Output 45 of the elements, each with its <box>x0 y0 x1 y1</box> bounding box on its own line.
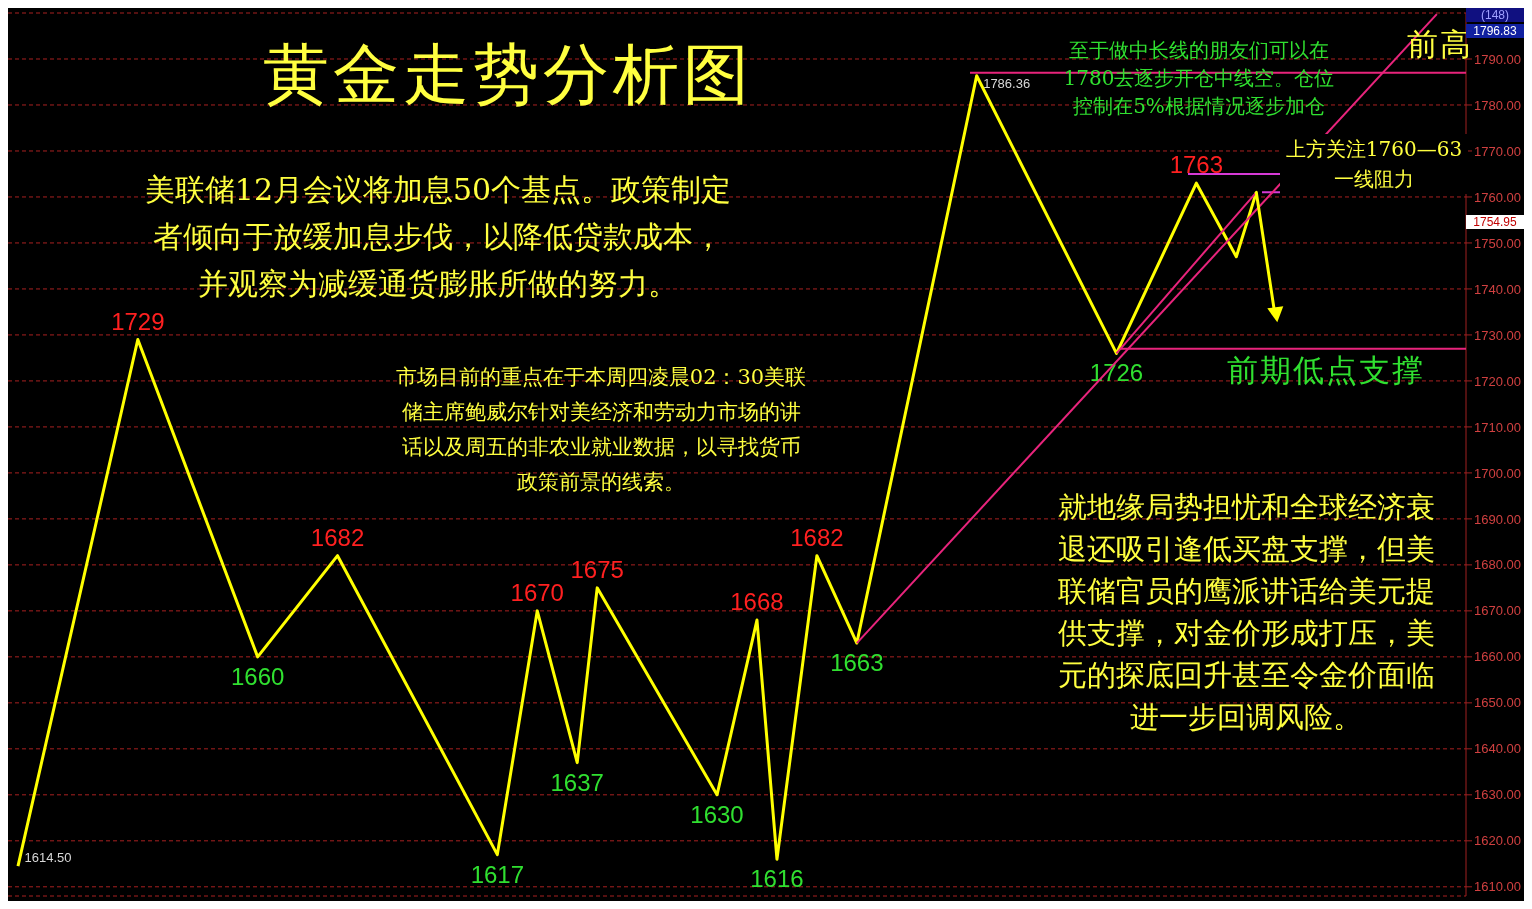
y-tick-label: 1640.00 <box>1474 741 1521 757</box>
data-label: 1617 <box>470 860 525 888</box>
data-label: 1682 <box>310 523 365 551</box>
annotation: 就地缘局势担忧和全球经济衰退还吸引逢低买盘支撑，但美联储官员的鹰派讲话给美元提供支撑，对金价形成打压，美元的探底回升甚至令金价面临进一步回调风险。 <box>1056 489 1436 736</box>
y-tick-label: 1730.00 <box>1474 327 1521 343</box>
y-tick-label: 1720.00 <box>1474 373 1521 389</box>
y-tick-label: 1620.00 <box>1474 833 1521 849</box>
y-tick-label: 1780.00 <box>1474 97 1521 113</box>
data-label: 1763 <box>1169 151 1224 179</box>
data-label: 1675 <box>570 555 624 583</box>
y-tick-label: 1690.00 <box>1474 511 1521 527</box>
y-tick-label: 1710.00 <box>1474 419 1521 435</box>
text: (148) <box>1466 8 1524 22</box>
ref-line-label: 前高 <box>1407 24 1473 64</box>
y-tick-label: 1760.00 <box>1474 189 1521 205</box>
y-tick-label: 1770.00 <box>1474 143 1521 159</box>
annotation: 市场目前的重点在于本周四凌晨02：30美联储主席鲍威尔针对美经济和劳动力市场的讲话以及周五的非农业就业数据，以寻找货币政策前景的线索。 <box>394 364 808 496</box>
annotation: 上方关注1760—63一线阻力 <box>1280 134 1468 194</box>
data-label: 1630 <box>690 800 744 828</box>
y-tick-label: 1650.00 <box>1474 695 1521 711</box>
data-label: 1614.50 <box>24 850 72 866</box>
y-tick-label: 1740.00 <box>1474 281 1521 297</box>
y-tick-label: 1680.00 <box>1474 557 1521 573</box>
data-label: 1729 <box>111 307 165 335</box>
ref-line-label: 前期低点支撑 <box>1227 350 1425 390</box>
data-label: 1660 <box>230 662 285 690</box>
data-label: 1682 <box>790 523 844 551</box>
data-label: 1668 <box>730 588 784 616</box>
y-tick-label: 1670.00 <box>1474 603 1521 619</box>
y-tick-label: 1630.00 <box>1474 787 1521 803</box>
data-label: 1637 <box>550 768 604 796</box>
data-label: 1616 <box>750 865 804 893</box>
annotation: 至于做中长线的朋友们可以在1780去逐步开仓中线空。仓位控制在5%根据情况逐步加仓 <box>1062 37 1336 120</box>
text: 1754.95 <box>1466 215 1524 229</box>
data-label: 1663 <box>830 649 884 677</box>
annotation: 美联储12月会议将加息50个基点。政策制定者倾向于放缓加息步伐，以降低贷款成本，并观察为减缓通货膨胀所做的努力。 <box>143 171 733 303</box>
y-tick-label: 1610.00 <box>1474 879 1521 895</box>
y-tick-label: 1700.00 <box>1474 465 1521 481</box>
data-label: 1786.36 <box>983 75 1031 91</box>
chart-title: 黄金走势分析图 <box>263 35 753 115</box>
y-tick-label: 1660.00 <box>1474 649 1521 665</box>
data-label: 1670 <box>510 578 564 606</box>
text: 1796.83 <box>1473 24 1517 38</box>
y-tick-label: 1750.00 <box>1474 235 1521 251</box>
y-tick-label: 1790.00 <box>1474 51 1521 67</box>
